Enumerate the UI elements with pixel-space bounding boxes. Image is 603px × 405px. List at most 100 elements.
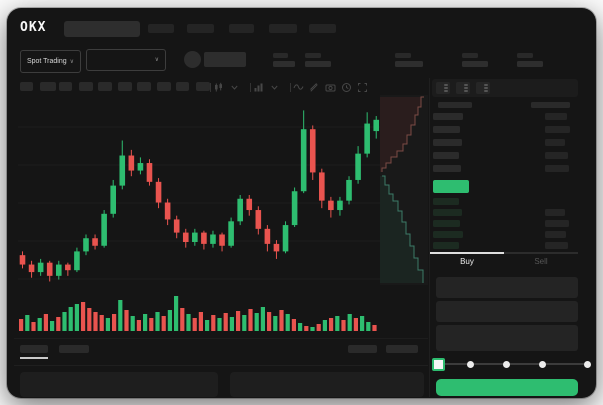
- candle-down: [146, 159, 153, 186]
- slider-stop-dot[interactable]: [466, 360, 474, 368]
- volume-bar: [329, 318, 334, 331]
- depth-chart: [380, 96, 424, 283]
- candle-up: [337, 196, 343, 216]
- volume-bar: [347, 314, 352, 331]
- book-both-icon[interactable]: [436, 82, 450, 94]
- ticker-stat-value: [517, 61, 543, 67]
- volume-bar: [335, 316, 340, 331]
- bid-row-price[interactable]: [433, 220, 460, 227]
- nav-item[interactable]: [187, 24, 214, 33]
- bid-row-price[interactable]: [433, 242, 459, 249]
- bottom-tab[interactable]: [59, 345, 89, 353]
- chevron-down-icon[interactable]: [228, 81, 240, 93]
- book-bids-icon[interactable]: [456, 82, 470, 94]
- tab-sell[interactable]: Sell: [534, 257, 548, 266]
- nav-item[interactable]: [229, 24, 254, 33]
- history-icon[interactable]: [340, 81, 352, 93]
- ask-row-price[interactable]: [433, 139, 462, 146]
- divider: [429, 78, 430, 397]
- candle-up: [110, 179, 116, 218]
- candle-up: [192, 228, 198, 246]
- ask-row-amount: [545, 139, 565, 146]
- volume-bar: [174, 296, 179, 331]
- search-input[interactable]: [64, 21, 140, 37]
- timeframe-button[interactable]: [78, 82, 93, 91]
- slider-stop-dot[interactable]: [538, 360, 546, 368]
- candles-icon[interactable]: [212, 81, 224, 93]
- tab-track: [430, 252, 578, 254]
- volume-bar: [322, 320, 327, 331]
- depth-bids-line: [382, 175, 424, 283]
- bid-row-price[interactable]: [433, 209, 462, 216]
- timeframe-button[interactable]: [117, 82, 132, 91]
- volume-bar: [149, 318, 154, 331]
- volume-bar: [25, 315, 30, 331]
- timeframe-button[interactable]: [137, 82, 151, 91]
- volume-bar: [93, 312, 98, 331]
- candle-up: [210, 230, 216, 248]
- divider: [14, 338, 428, 339]
- pair-select-dropdown[interactable]: ∨: [86, 49, 166, 71]
- timeframe-button[interactable]: [156, 82, 171, 91]
- price-field[interactable]: [436, 277, 578, 298]
- volume-bar: [192, 318, 197, 331]
- ticker-stat-value: [273, 61, 295, 67]
- timeframe-button[interactable]: [20, 82, 33, 91]
- last-price-badge[interactable]: [433, 180, 469, 193]
- volume-bar: [31, 322, 36, 331]
- depth-bids-area: [380, 176, 423, 283]
- volume-bar: [298, 323, 303, 331]
- ticker-stat-label: [517, 53, 533, 58]
- ask-row-price[interactable]: [433, 165, 461, 172]
- timeframe-button[interactable]: [59, 82, 72, 91]
- volume-bar: [62, 312, 67, 331]
- orderbook-mode-bar: [432, 79, 578, 97]
- nav-item[interactable]: [309, 24, 336, 33]
- candle-down: [92, 234, 98, 250]
- nav-item[interactable]: [148, 24, 174, 33]
- ask-row-price[interactable]: [433, 152, 459, 159]
- slider-handle[interactable]: [432, 358, 445, 371]
- chevron-down-icon[interactable]: [268, 81, 280, 93]
- bottom-action[interactable]: [348, 345, 377, 353]
- ask-row-price[interactable]: [433, 113, 463, 120]
- bid-row-price[interactable]: [433, 198, 459, 205]
- toolbar-separator: [284, 81, 296, 93]
- slider-track[interactable]: [437, 363, 587, 365]
- divider: [14, 365, 428, 366]
- amount-field[interactable]: [436, 301, 578, 322]
- fullscreen-icon[interactable]: [356, 81, 368, 93]
- candle-down: [173, 215, 180, 239]
- timeframe-button[interactable]: [176, 82, 189, 91]
- timeframe-button[interactable]: [195, 82, 210, 91]
- ask-row-amount: [545, 165, 569, 172]
- draw-icon[interactable]: [308, 81, 320, 93]
- ticker-stat-label: [305, 53, 321, 58]
- candlestick-chart[interactable]: [18, 97, 380, 291]
- pair-name-placeholder: [204, 52, 246, 67]
- volume-bar: [186, 314, 191, 331]
- ask-row-amount: [545, 113, 567, 120]
- indicators-icon[interactable]: [252, 81, 264, 93]
- camera-icon[interactable]: [324, 81, 336, 93]
- candle-down: [46, 260, 53, 282]
- total-field[interactable]: [436, 325, 578, 351]
- line-style-icon[interactable]: [292, 81, 304, 93]
- bid-row-price[interactable]: [433, 231, 463, 238]
- tab-buy[interactable]: Buy: [460, 257, 474, 266]
- slider-stop-dot[interactable]: [583, 360, 591, 368]
- ask-row-price[interactable]: [433, 126, 460, 133]
- timeframe-button[interactable]: [39, 82, 56, 91]
- bottom-tab[interactable]: [20, 345, 48, 353]
- bottom-action[interactable]: [386, 345, 418, 353]
- timeframe-button[interactable]: [98, 82, 112, 91]
- book-asks-icon[interactable]: [476, 82, 490, 94]
- buy-button[interactable]: [436, 379, 578, 396]
- nav-item[interactable]: [269, 24, 297, 33]
- volume-bar: [248, 309, 253, 331]
- volume-bar: [211, 315, 216, 331]
- pair-type-dropdown[interactable]: Spot Trading ∨: [20, 50, 81, 73]
- slider-stop-dot[interactable]: [502, 360, 510, 368]
- candle-down: [182, 228, 189, 248]
- candle-up: [346, 176, 352, 205]
